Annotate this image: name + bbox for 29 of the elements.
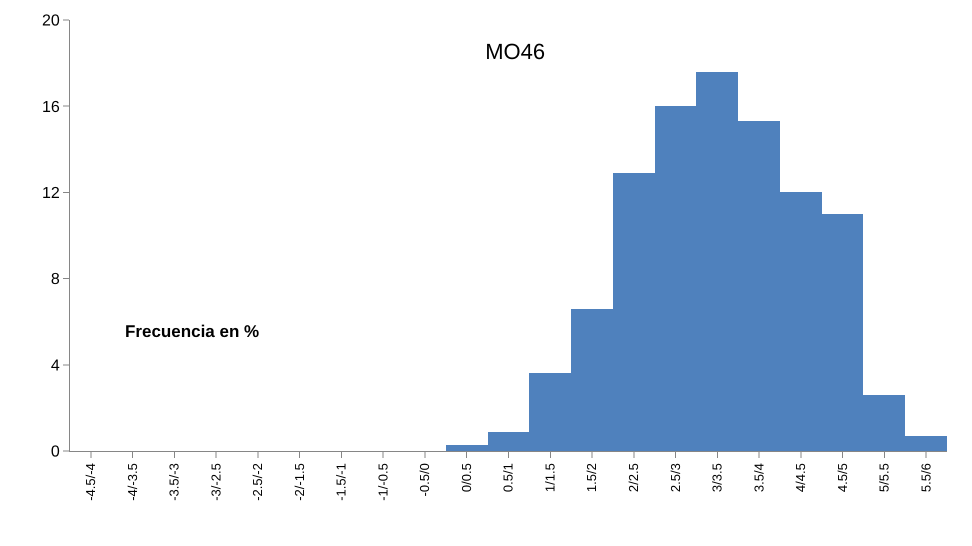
y-tick-label: 0 — [50, 444, 60, 461]
y-tick-label: 16 — [42, 98, 60, 116]
x-tick-label: -0.5/0 — [417, 463, 432, 496]
annotation: Frecuencia en % — [125, 322, 260, 341]
x-tick-label: -3/-2.5 — [208, 463, 224, 501]
x-tick-label: 2.5/3 — [668, 463, 683, 492]
y-tick-label: 12 — [42, 185, 60, 202]
x-tick-label: -4.5/-4 — [83, 463, 98, 501]
x-tick-label: 1/1.5 — [542, 463, 558, 492]
x-tick-label: -1.5/-1 — [334, 463, 349, 501]
x-tick-label: -4/-3.5 — [124, 463, 140, 501]
x-tick-label: -3.5/-3 — [166, 463, 182, 501]
x-tick-label: 4.5/5 — [834, 463, 850, 492]
y-tick-label: 20 — [42, 12, 60, 30]
x-tick-label: 3.5/4 — [751, 463, 766, 492]
x-tick-label: -2/-1.5 — [292, 463, 307, 501]
x-tick-label: 4/4.5 — [793, 463, 808, 492]
x-tick-label: 2/2.5 — [626, 463, 642, 492]
x-tick-label: 5.5/6 — [918, 463, 934, 492]
text: MO46 — [485, 39, 546, 64]
x-tick-label: -1/-0.5 — [375, 463, 390, 501]
x-tick-label: 5/5.5 — [876, 463, 892, 492]
x-tick-label: 0/0.5 — [458, 463, 474, 492]
x-tick-label: 1.5/2 — [584, 463, 600, 492]
y-tick-label: 4 — [50, 357, 60, 374]
x-tick-label: 0.5/1 — [500, 463, 516, 492]
x-tick-label: 3/3.5 — [710, 463, 725, 492]
x-tick-label: -2.5/-2 — [250, 463, 266, 501]
y-tick-label: 8 — [50, 271, 60, 288]
